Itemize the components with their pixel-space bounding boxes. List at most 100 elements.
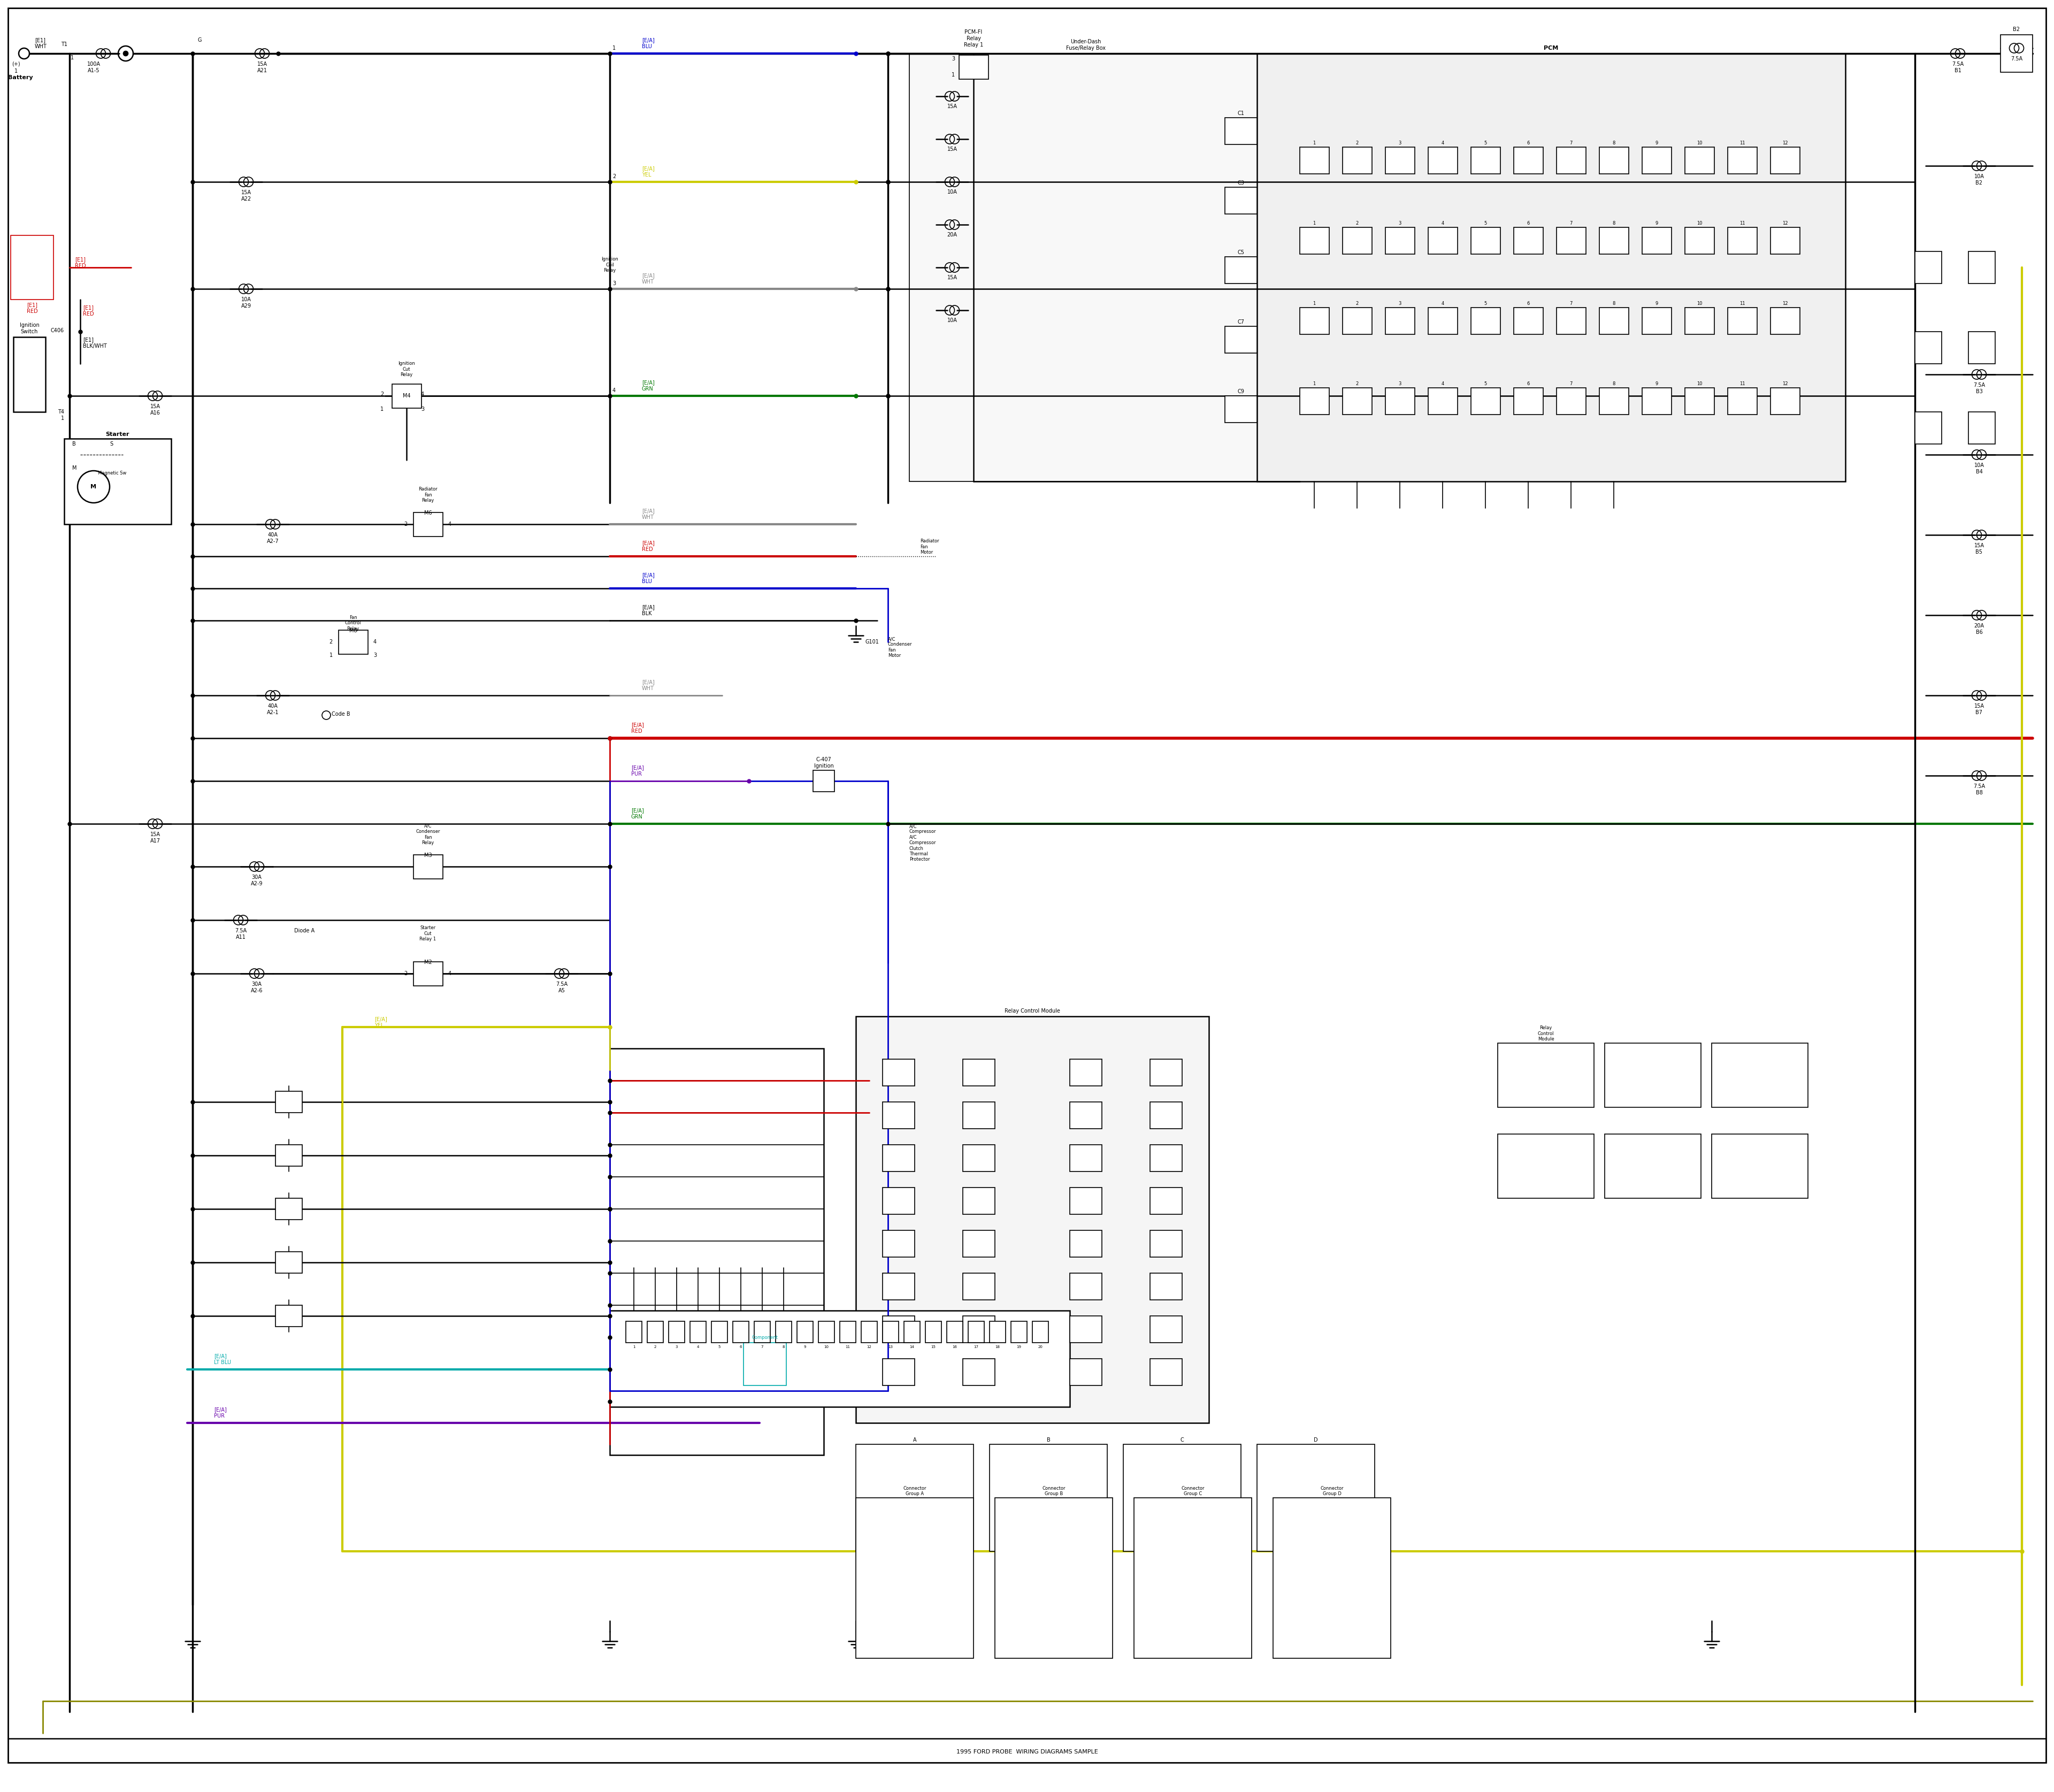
Bar	[1727, 147, 1756, 174]
Bar	[1070, 1358, 1101, 1385]
Bar	[1070, 1188, 1101, 1215]
Bar	[275, 1305, 302, 1326]
Text: 15A: 15A	[150, 831, 160, 837]
Text: Magnetic Sw: Magnetic Sw	[99, 471, 127, 475]
Bar	[963, 1059, 994, 1086]
Text: RED: RED	[631, 729, 643, 735]
Bar	[1684, 308, 1715, 335]
Text: [E/A]: [E/A]	[641, 509, 655, 514]
Bar	[1300, 228, 1329, 254]
Text: 10: 10	[1697, 301, 1703, 306]
Text: Under-Dash
Fuse/Relay Box: Under-Dash Fuse/Relay Box	[1066, 39, 1105, 50]
Bar	[857, 1444, 974, 1552]
Text: B2: B2	[2013, 27, 2019, 32]
Bar	[1150, 1059, 1183, 1086]
Text: C7: C7	[1237, 319, 1245, 324]
Text: 7.5A: 7.5A	[1974, 382, 1984, 387]
Bar	[275, 1199, 302, 1220]
Text: 18: 18	[996, 1346, 1000, 1349]
Text: C-407
Ignition: C-407 Ignition	[813, 758, 834, 769]
Bar	[1070, 1145, 1101, 1172]
Text: A5: A5	[559, 987, 565, 993]
Text: 4: 4	[448, 971, 452, 977]
Text: 2: 2	[1356, 382, 1358, 387]
Text: M: M	[72, 466, 76, 471]
Text: 2: 2	[329, 640, 333, 645]
Bar	[797, 1321, 813, 1342]
Bar	[1428, 228, 1458, 254]
Bar	[413, 855, 442, 878]
Text: 6: 6	[1526, 301, 1530, 306]
Text: 1: 1	[70, 56, 74, 61]
Bar	[883, 1358, 914, 1385]
Text: 2: 2	[1356, 220, 1358, 226]
Bar	[1224, 118, 1257, 145]
Bar	[1070, 1102, 1101, 1129]
Text: 6: 6	[1526, 220, 1530, 226]
Text: A22: A22	[240, 197, 251, 202]
Text: 10A: 10A	[1974, 174, 1984, 179]
Text: 1: 1	[1313, 142, 1317, 145]
Text: 10: 10	[824, 1346, 830, 1349]
Bar	[1384, 228, 1415, 254]
Text: A2-9: A2-9	[251, 882, 263, 887]
Text: 3: 3	[676, 1346, 678, 1349]
Text: 11: 11	[1740, 382, 1746, 387]
Text: Relay: Relay	[965, 36, 980, 41]
Bar	[813, 771, 834, 792]
Text: M3: M3	[423, 853, 431, 858]
Text: 5: 5	[1483, 220, 1487, 226]
Bar	[392, 383, 421, 409]
Text: 2: 2	[380, 392, 384, 396]
Text: WHT: WHT	[641, 514, 653, 520]
Text: [E/A]: [E/A]	[214, 1407, 226, 1412]
Bar	[1257, 1444, 1374, 1552]
Text: Diode A: Diode A	[294, 928, 314, 934]
Text: 30A: 30A	[253, 874, 261, 880]
Text: A/C
Compressor
A/C
Compressor
Clutch
Thermal
Protector: A/C Compressor A/C Compressor Clutch The…	[910, 824, 937, 862]
Bar	[1497, 1134, 1594, 1199]
Bar	[64, 439, 170, 525]
Text: 11: 11	[1740, 142, 1746, 145]
Text: 12: 12	[1783, 301, 1787, 306]
Text: C: C	[1181, 1437, 1183, 1443]
Text: 1995 FORD PROBE  WIRING DIAGRAMS SAMPLE: 1995 FORD PROBE WIRING DIAGRAMS SAMPLE	[957, 1749, 1097, 1754]
Text: 3: 3	[612, 281, 616, 287]
Text: 10A: 10A	[947, 190, 957, 195]
Bar	[883, 1059, 914, 1086]
Bar	[840, 1321, 857, 1342]
Bar	[1727, 308, 1756, 335]
Circle shape	[123, 50, 127, 56]
Text: M: M	[90, 484, 97, 489]
Bar	[1224, 326, 1257, 353]
Bar	[1968, 251, 1994, 283]
Text: Fan
Control
Relay: Fan Control Relay	[345, 615, 362, 631]
Bar	[1497, 1043, 1594, 1107]
Text: 6: 6	[1526, 382, 1530, 387]
Text: [E/A]: [E/A]	[641, 272, 655, 278]
Text: M4: M4	[403, 392, 411, 398]
Text: GRN: GRN	[641, 387, 653, 392]
Text: 40A: 40A	[267, 532, 277, 538]
Bar	[963, 1315, 994, 1342]
Text: RED: RED	[641, 547, 653, 552]
Text: 10: 10	[1697, 220, 1703, 226]
Text: PUR: PUR	[214, 1414, 224, 1419]
Text: 4: 4	[1442, 142, 1444, 145]
Text: WHT: WHT	[35, 43, 47, 48]
Bar	[670, 1321, 684, 1342]
Bar	[1968, 332, 1994, 364]
Text: C406: C406	[51, 328, 64, 333]
Bar	[1711, 1134, 1808, 1199]
Bar	[1684, 228, 1715, 254]
Text: 1: 1	[633, 1346, 635, 1349]
Text: 3: 3	[1399, 301, 1401, 306]
Text: 17: 17	[974, 1346, 978, 1349]
Bar	[1771, 147, 1799, 174]
Text: A/C
Condenser
Fan
Motor: A/C Condenser Fan Motor	[887, 636, 912, 658]
Bar	[1557, 387, 1586, 414]
Text: 1: 1	[1313, 382, 1317, 387]
Text: A29: A29	[240, 303, 251, 308]
Text: B5: B5	[1976, 550, 1982, 556]
Bar	[1641, 147, 1672, 174]
